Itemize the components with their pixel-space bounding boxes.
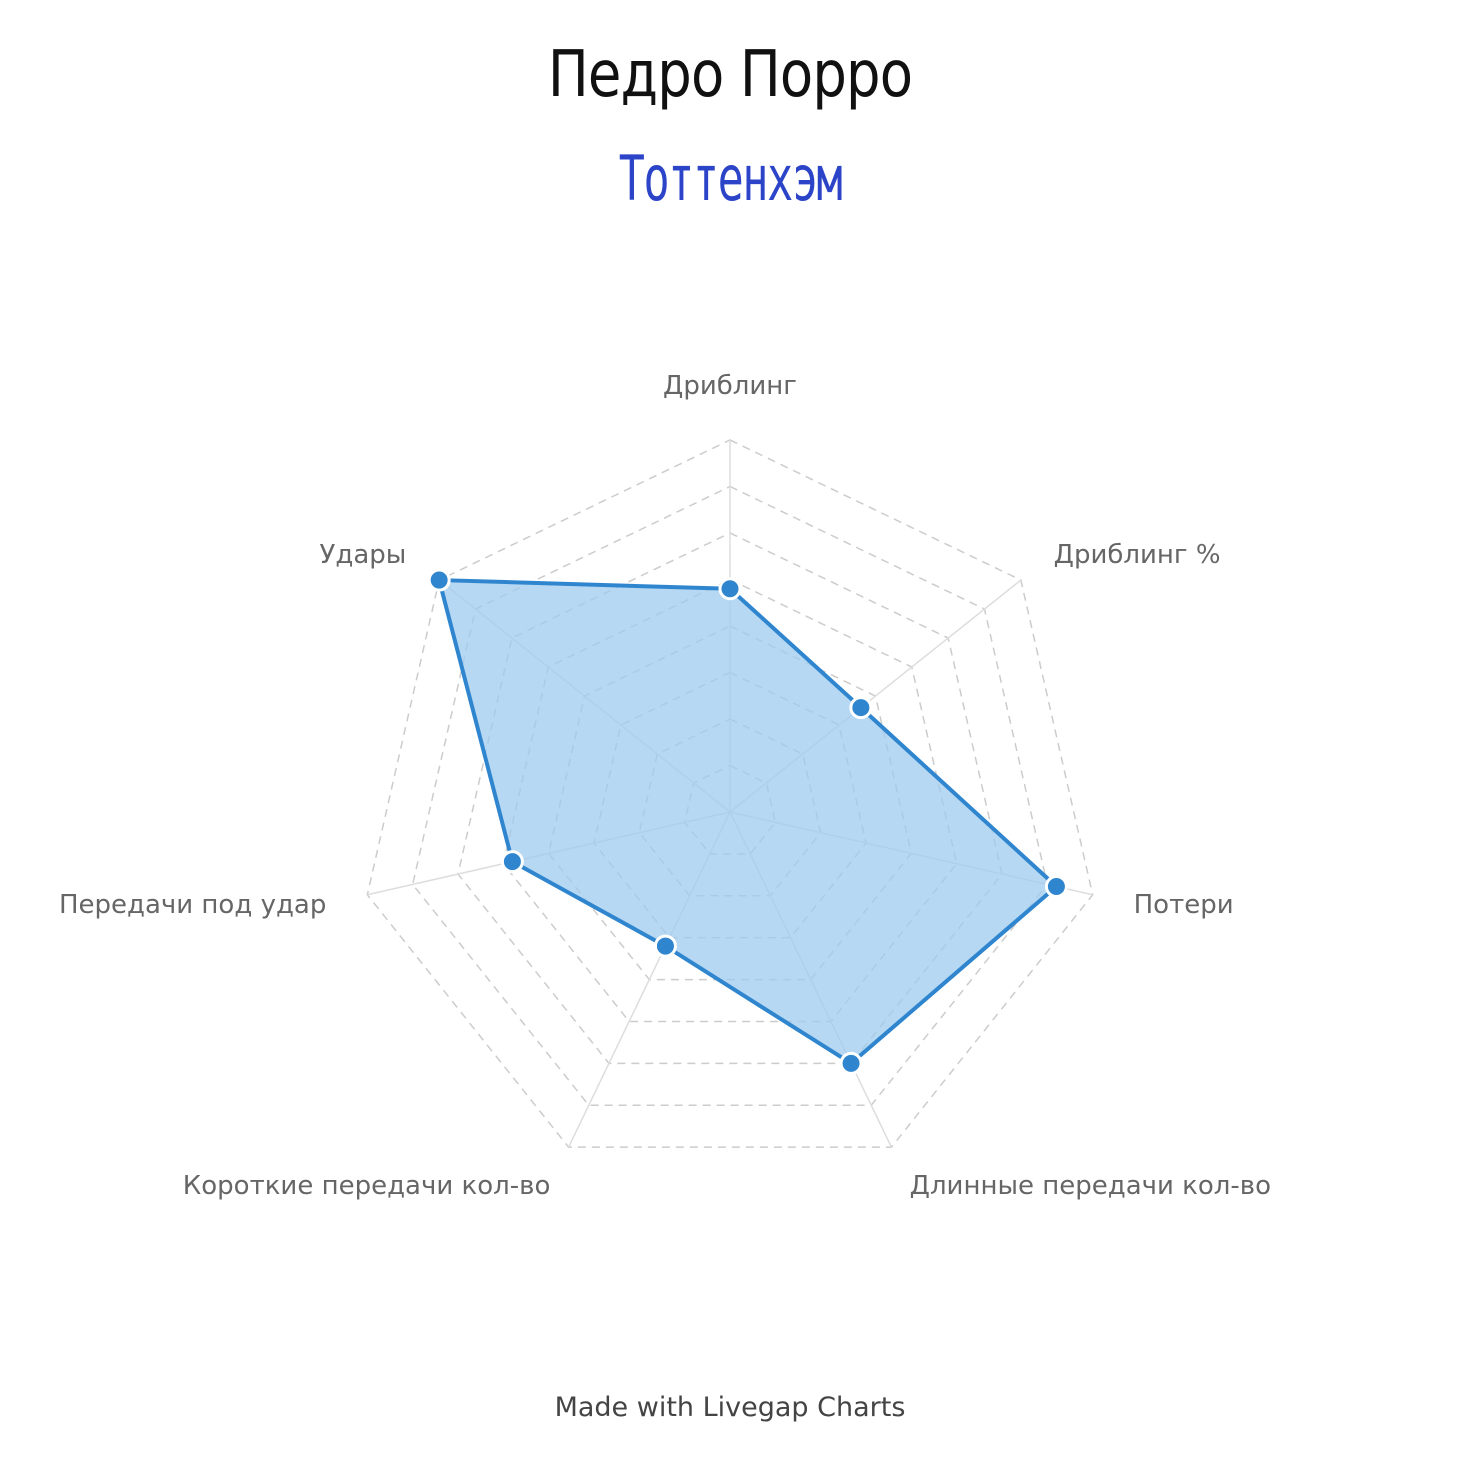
credit-text: Made with Livegap Charts: [554, 1392, 906, 1423]
chart-subtitle: Тоттенхэм: [618, 142, 843, 215]
grid-ring: [411, 485, 1049, 1107]
grid-ring: [457, 532, 1003, 1065]
radar-axis-labels: Дриблинг Дриблинг % Потери Длинные передачи…: [59, 371, 1271, 1201]
data-point[interactable]: [653, 934, 677, 958]
series-area: [437, 578, 1059, 1066]
data-point[interactable]: [1044, 875, 1068, 898]
axis-label: Передачи под удар: [59, 890, 326, 920]
data-point[interactable]: [427, 568, 451, 592]
grid-ring: [366, 439, 1094, 1148]
data-point[interactable]: [839, 1051, 863, 1075]
data-point[interactable]: [849, 696, 873, 720]
chart-title: Педро Порро: [547, 38, 913, 112]
data-point[interactable]: [500, 850, 524, 874]
axis-label: Длинные передачи кол-во: [910, 1171, 1271, 1201]
axis-label: Удары: [320, 540, 407, 570]
radar-series-area: [437, 578, 1059, 1066]
axis-label: Короткие передачи кол-во: [183, 1171, 551, 1201]
radar-points: [427, 568, 1068, 1075]
axis-label: Дриблинг %: [1054, 540, 1221, 570]
axis-label: Потери: [1134, 890, 1234, 920]
axis-label: Дриблинг: [663, 371, 797, 401]
data-point[interactable]: [718, 577, 742, 601]
